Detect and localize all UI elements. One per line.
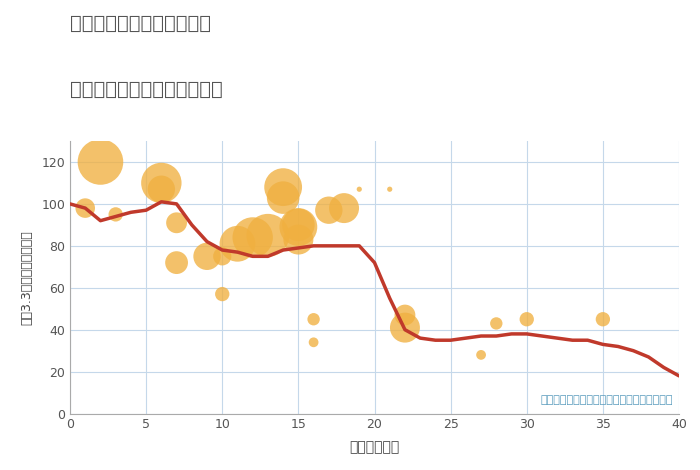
Point [217,252,228,260]
Y-axis label: 坪（3.3㎡）単価（万円）: 坪（3.3㎡）単価（万円） [20,230,33,325]
X-axis label: 築年数（年）: 築年数（年） [349,440,400,454]
Point [95,158,106,166]
Point [232,240,243,248]
Text: 円の大きさは、取引のあった物件面積を示す: 円の大きさは、取引のあった物件面積を示す [540,395,673,406]
Point [247,234,258,241]
Point [80,204,91,212]
Text: 三重県津市安濃町東観音寺: 三重県津市安濃町東観音寺 [70,14,211,33]
Point [293,221,304,228]
Point [262,232,274,239]
Point [293,236,304,243]
Point [171,259,182,266]
Point [308,338,319,346]
Point [277,194,289,201]
Point [277,183,289,191]
Text: 築年数別中古マンション価格: 築年数別中古マンション価格 [70,80,223,99]
Point [384,186,395,193]
Point [475,351,486,359]
Point [399,311,410,319]
Point [521,315,532,323]
Point [156,179,167,187]
Point [171,219,182,227]
Point [217,290,228,298]
Point [202,252,213,260]
Point [293,223,304,231]
Point [399,324,410,331]
Point [110,211,121,218]
Point [597,315,608,323]
Point [491,320,502,327]
Point [354,186,365,193]
Point [339,204,350,212]
Point [308,315,319,323]
Point [323,206,335,214]
Point [156,186,167,193]
